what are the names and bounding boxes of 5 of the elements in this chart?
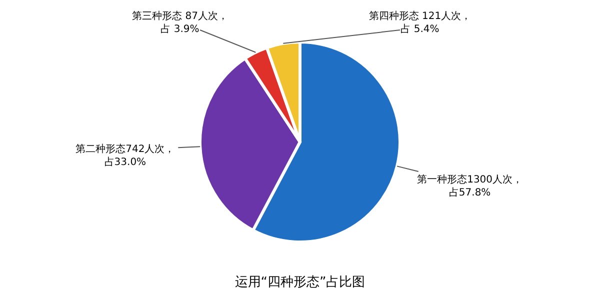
- slice-label: 第二种形态742人次，占33.0%: [76, 143, 175, 168]
- slice-label: 第四种形态 121人次，占 5.4%: [368, 10, 472, 35]
- text: 运用“四种形态”占比图: [234, 275, 366, 290]
- slice-label: 第三种形态 87人次，占 3.9%: [132, 10, 228, 35]
- slice-label: 第一种形态1300人次，占57.8%: [417, 174, 523, 198]
